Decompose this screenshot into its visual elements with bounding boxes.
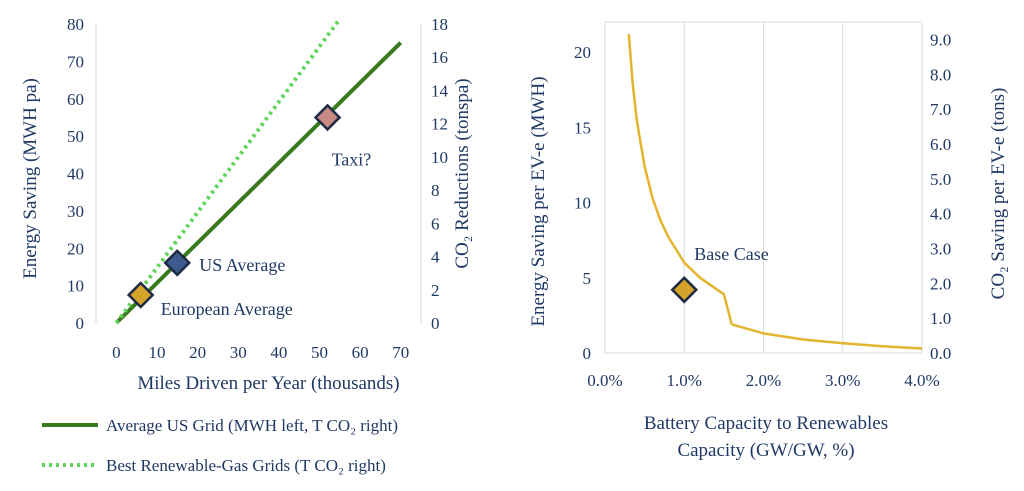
y-tick-label: 80 — [67, 15, 84, 34]
x-tick-label: 3.0% — [825, 371, 860, 390]
y2-tick-label: 3.0 — [930, 239, 951, 258]
y2-axis-title: CO₂ Saving per EV-e (tons) — [988, 88, 1009, 300]
y-tick-label: 70 — [67, 52, 84, 71]
point-label-base-case: Base Case — [694, 244, 768, 264]
x-tick-label: 60 — [352, 343, 369, 362]
y2-tick-label: 4 — [431, 248, 440, 267]
y2-tick-label: 8 — [431, 181, 440, 200]
y-tick-label: 10 — [574, 194, 591, 213]
y2-tick-label: 4.0 — [930, 205, 951, 224]
y-tick-label: 0 — [583, 344, 592, 363]
right-chart: 0 5 10 15 20 0.0 1.0 2.0 3.0 4.0 5.0 6.0 7.0 8.0 9.0 0.… — [528, 21, 1009, 461]
legend-label-average-us-grid: Average US Grid (MWH left, T CO₂ right) — [106, 416, 398, 435]
x-axis-title-line-1: Battery Capacity to Renewables — [644, 413, 888, 434]
y2-tick-label: 0 — [431, 314, 440, 333]
point-marker-base-case — [670, 276, 699, 304]
series-line-average-us-grid — [114, 41, 403, 325]
y2-tick-label: 18 — [431, 15, 448, 34]
point-marker-european-average — [126, 281, 155, 309]
x-axis-title: Miles Driven per Year (thousands) — [137, 373, 399, 394]
y2-tick-label: 12 — [431, 115, 448, 134]
y-tick-label: 20 — [574, 43, 591, 62]
series-curve-tail — [731, 323, 923, 350]
left-chart: 0 10 20 30 40 50 60 70 80 0 2 4 6 8 10 12 14 16 18 0 10 20 30 4… — [20, 15, 473, 475]
y-tick-label: 30 — [67, 202, 84, 221]
series-line-best-renewable-gas — [114, 17, 342, 325]
y-axis-title: Energy Saving per EV-e (MWH) — [528, 76, 549, 326]
x-tick-label: 10 — [148, 343, 165, 362]
x-tick-label: 0.0% — [587, 371, 622, 390]
legend-label-best-renewable-gas: Best Renewable-Gas Grids (T CO₂ right) — [106, 456, 386, 475]
y2-axis-title: CO₂ Reductions (tonspa) — [452, 78, 473, 268]
y-tick-label: 40 — [67, 165, 84, 184]
y-axis-title: Energy Saving (MWH pa) — [20, 78, 41, 279]
y-tick-label: 5 — [583, 269, 592, 288]
y2-tick-label: 1.0 — [930, 309, 951, 328]
y-tick-label: 0 — [76, 314, 85, 333]
x-tick-label: 40 — [270, 343, 287, 362]
point-marker-us-average — [163, 249, 192, 277]
x-axis-title-line-2: Capacity (GW/GW, %) — [677, 440, 854, 461]
y-tick-label: 15 — [574, 118, 591, 137]
x-tick-label: 50 — [311, 343, 328, 362]
x-tick-label: 30 — [230, 343, 247, 362]
x-tick-label: 20 — [189, 343, 206, 362]
y-tick-label: 60 — [67, 90, 84, 109]
x-tick-label: 0 — [112, 343, 121, 362]
point-marker-taxi — [313, 103, 342, 132]
y-tick-label: 10 — [67, 277, 84, 296]
legend: Average US Grid (MWH left, T CO₂ right) B… — [42, 416, 398, 475]
y2-tick-label: 6.0 — [930, 135, 951, 154]
point-label-us-average: US Average — [199, 255, 285, 275]
y2-tick-label: 7.0 — [930, 100, 951, 119]
x-tick-label: 4.0% — [904, 371, 939, 390]
y2-tick-label: 6 — [431, 214, 440, 233]
y2-tick-label: 2.0 — [930, 274, 951, 293]
x-tick-label: 2.0% — [746, 371, 781, 390]
x-tick-label: 1.0% — [667, 371, 702, 390]
x-tick-label: 70 — [392, 343, 409, 362]
point-label-european-average: European Average — [161, 299, 293, 319]
y2-tick-label: 2 — [431, 281, 440, 300]
y2-tick-label: 8.0 — [930, 65, 951, 84]
y-tick-label: 20 — [67, 239, 84, 258]
y2-tick-label: 10 — [431, 148, 448, 167]
point-label-taxi: Taxi? — [332, 149, 372, 169]
series-curve-head — [627, 33, 734, 325]
y2-tick-label: 16 — [431, 48, 448, 67]
y2-tick-label: 0.0 — [930, 344, 951, 363]
y-tick-label: 50 — [67, 127, 84, 146]
y2-tick-label: 9.0 — [930, 30, 951, 49]
y2-tick-label: 14 — [431, 81, 449, 100]
y2-tick-label: 5.0 — [930, 170, 951, 189]
